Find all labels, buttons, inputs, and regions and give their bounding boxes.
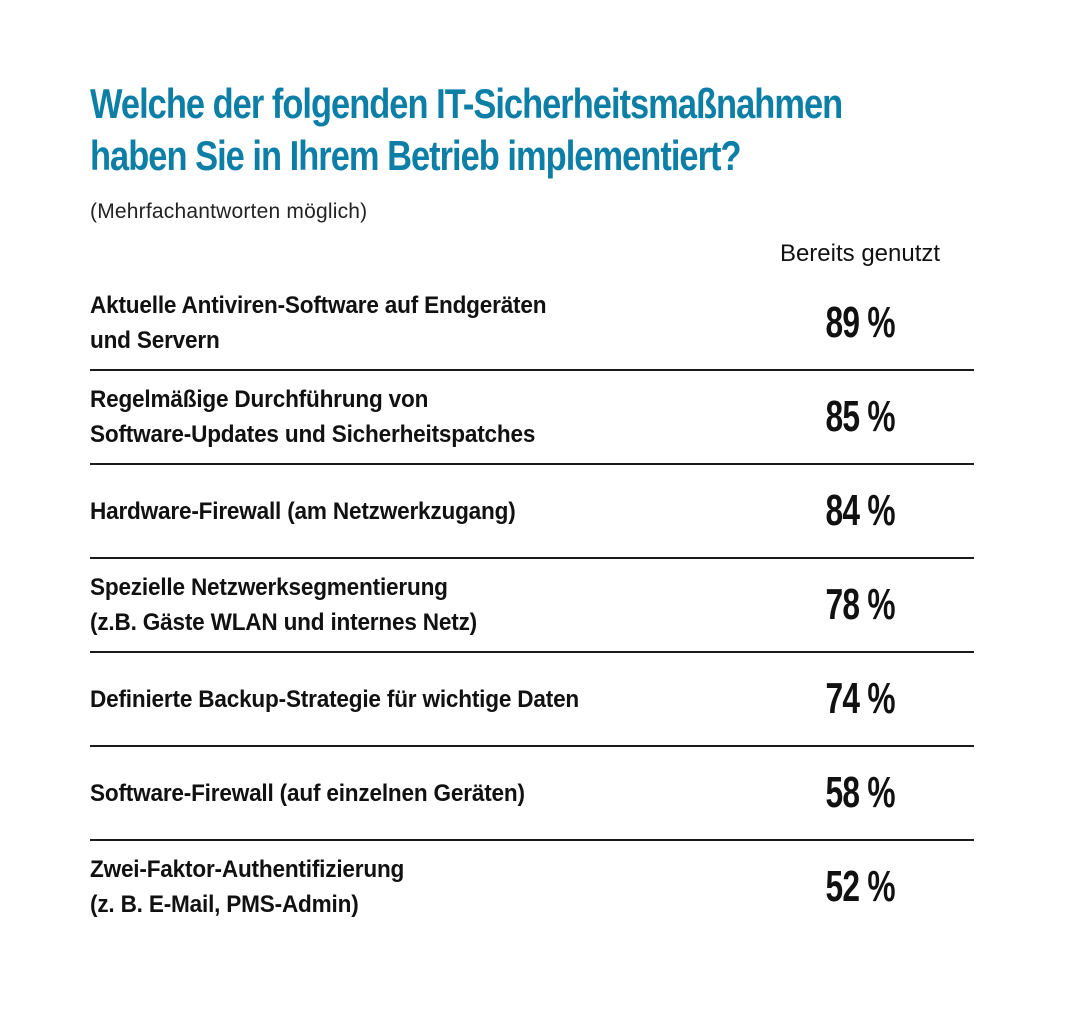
table-row: Definierte Backup-Strategie für wichtige…: [90, 653, 974, 747]
row-label-line: (z. B. E-Mail, PMS-Admin): [90, 891, 359, 918]
table-row: Software-Firewall (auf einzelnen Geräten…: [90, 747, 974, 841]
row-label-line: Definierte Backup-Strategie für wichtige…: [90, 685, 580, 713]
table-row: Hardware-Firewall (am Netzwerkzugang) 84 …: [90, 465, 974, 559]
row-value: 84 %: [740, 465, 980, 557]
row-value: 52 %: [740, 841, 980, 933]
survey-table: Aktuelle Antiviren-Software auf Endgerät…: [90, 277, 974, 933]
row-label-line: Hardware-Firewall (am Netzwerkzugang): [90, 497, 516, 525]
table-row: Aktuelle Antiviren-Software auf Endgerät…: [90, 277, 974, 371]
row-value: 58 %: [740, 747, 980, 839]
row-label-line: Software-Firewall (auf einzelnen Geräten…: [90, 779, 525, 807]
chart-title-line: haben Sie in Ihrem Betrieb implementiert…: [90, 132, 742, 179]
row-value: 74 %: [740, 653, 980, 745]
row-label: Regelmäßige Durchführung von Software-Upd…: [90, 382, 692, 452]
table-row: Regelmäßige Durchführung von Software-Upd…: [90, 371, 974, 465]
percentage-value: 52 %: [825, 862, 895, 911]
row-label: Software-Firewall (auf einzelnen Geräten…: [90, 776, 692, 811]
table-row: Spezielle Netzwerksegmentierung (z.B. Gäs…: [90, 559, 974, 653]
row-label-line: Software-Updates und Sicherheitspatches: [90, 421, 536, 448]
row-label: Definierte Backup-Strategie für wichtige…: [90, 682, 692, 717]
chart-subtitle: (Mehrfachantworten möglich): [90, 200, 368, 223]
row-value: 78 %: [740, 559, 980, 651]
table-row: Zwei-Faktor-Authentifizierung (z. B. E-Ma…: [90, 841, 974, 933]
row-value: 89 %: [740, 277, 980, 369]
row-label: Aktuelle Antiviren-Software auf Endgerät…: [90, 288, 692, 358]
percentage-value: 84 %: [825, 486, 895, 535]
column-header: Bereits genutzt: [779, 240, 941, 267]
row-label: Spezielle Netzwerksegmentierung (z.B. Gäs…: [90, 570, 692, 640]
row-value: 85 %: [740, 371, 980, 463]
row-label-line: und Servern: [90, 327, 220, 354]
percentage-value: 74 %: [825, 674, 895, 723]
percentage-value: 85 %: [825, 392, 895, 441]
percentage-value: 78 %: [825, 580, 895, 629]
percentage-value: 89 %: [825, 298, 895, 347]
row-label-line: Regelmäßige Durchführung von: [90, 386, 429, 413]
row-label-line: Spezielle Netzwerksegmentierung: [90, 574, 448, 601]
row-label: Zwei-Faktor-Authentifizierung (z. B. E-Ma…: [90, 852, 692, 922]
row-label-line: Zwei-Faktor-Authentifizierung: [90, 856, 405, 883]
percentage-value: 58 %: [825, 768, 895, 817]
chart-title-line: Welche der folgenden IT-Sicherheitsmaßna…: [90, 80, 843, 127]
chart-title: Welche der folgenden IT-Sicherheitsmaßna…: [90, 78, 843, 182]
row-label: Hardware-Firewall (am Netzwerkzugang): [90, 494, 692, 529]
row-label-line: (z.B. Gäste WLAN und internes Netz): [90, 609, 478, 636]
row-label-line: Aktuelle Antiviren-Software auf Endgerät…: [90, 292, 547, 319]
